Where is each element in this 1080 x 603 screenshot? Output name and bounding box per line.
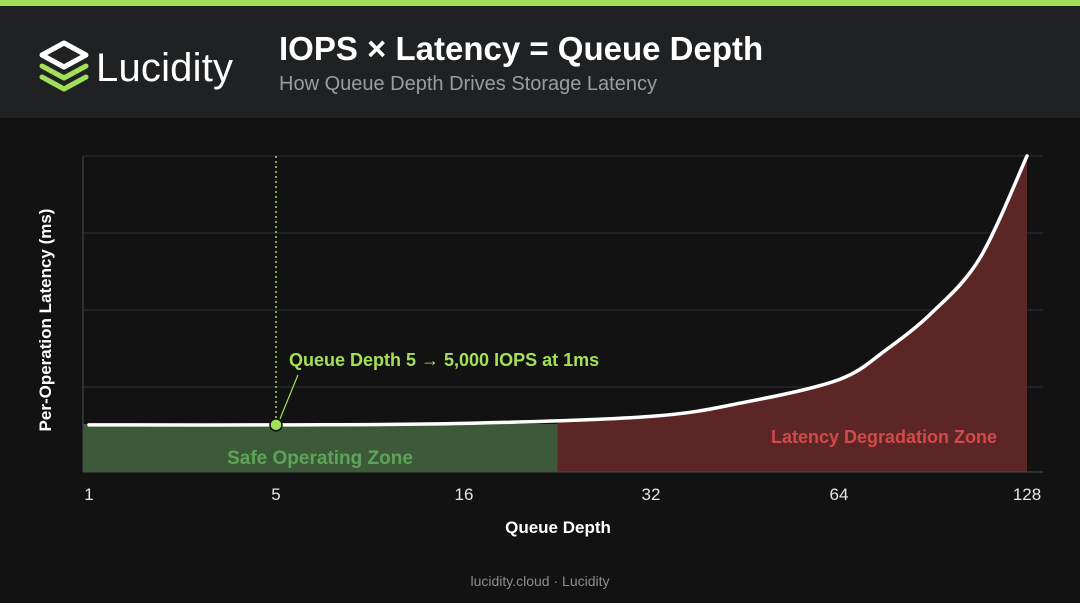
- queue-depth-latency-chart: Queue Depth 5 → 5,000 IOPS at 1ms Safe Op…: [36, 154, 1043, 537]
- safe-zone-label: Safe Operating Zone: [227, 448, 413, 469]
- page-title: IOPS × Latency = Queue Depth: [279, 30, 764, 67]
- degradation-zone: [557, 156, 1027, 472]
- x-axis-label: Queue Depth: [505, 518, 611, 537]
- safe-zone: [83, 424, 558, 472]
- y-axis-label: Per-Operation Latency (ms): [36, 209, 55, 432]
- accent-top-bar: [0, 0, 1080, 6]
- degradation-zone-label: Latency Degradation Zone: [771, 427, 997, 447]
- x-tick-label: 128: [1013, 485, 1041, 504]
- marker-leader-line: [279, 374, 299, 420]
- latency-curve: [87, 154, 1029, 427]
- header: Lucidity IOPS × Latency = Queue Depth Ho…: [0, 6, 1080, 118]
- brand-name: Lucidity: [96, 46, 234, 90]
- marker-annotation: Queue Depth 5 → 5,000 IOPS at 1ms: [289, 350, 599, 370]
- marker-point: [269, 418, 283, 432]
- x-tick-label: 64: [830, 485, 849, 504]
- x-tick-label: 32: [642, 485, 661, 504]
- x-tick-label: 1: [84, 485, 93, 504]
- x-tick-label: 5: [271, 485, 280, 504]
- footer-credit: lucidity.cloud · Lucidity: [470, 573, 610, 589]
- stacked-layers-icon: [39, 40, 89, 92]
- x-tick-label: 16: [455, 485, 474, 504]
- page-subtitle: How Queue Depth Drives Storage Latency: [279, 73, 657, 95]
